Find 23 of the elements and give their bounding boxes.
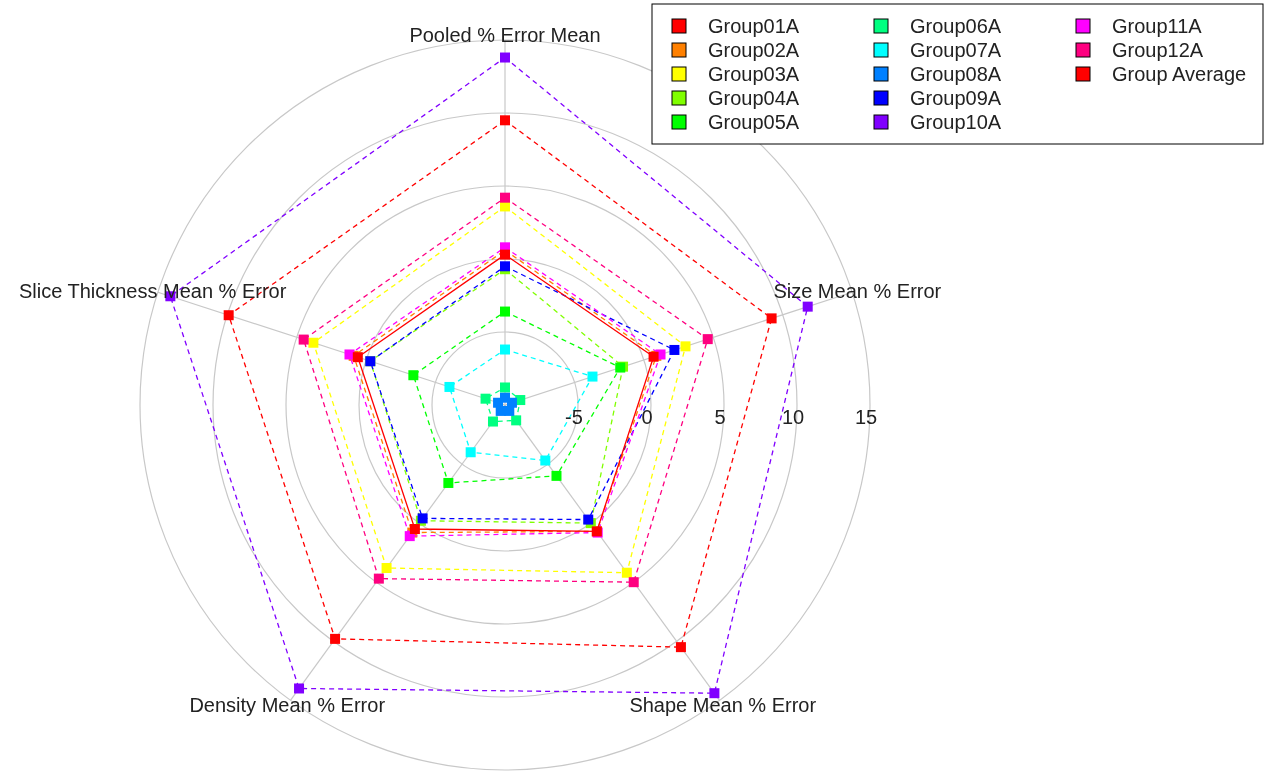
- y-tick-label: -5: [565, 406, 583, 428]
- y-tick-label: 10: [781, 406, 805, 428]
- legend-label: Group11A: [1112, 15, 1203, 37]
- legend-label: Group05A: [708, 111, 800, 133]
- legend-label: Group02A: [708, 39, 800, 61]
- spoke-label: Slice Thickness Mean % Error: [18, 279, 287, 302]
- legend-label: Group07A: [910, 39, 1002, 61]
- y-tick-label: 15: [854, 406, 878, 428]
- legend-label: Group09A: [910, 87, 1002, 109]
- spoke-label: Size Mean % Error: [773, 279, 942, 302]
- spoke-label: Density Mean % Error: [189, 693, 386, 716]
- y-tick-label: 0: [641, 406, 653, 428]
- legend-label: Group06A: [910, 15, 1002, 37]
- legend-label: Group10A: [910, 111, 1002, 133]
- spoke-label: Pooled % Error Mean: [409, 23, 601, 46]
- legend-label: Group01A: [708, 15, 800, 37]
- legend-label: Group Average: [1112, 63, 1247, 85]
- legend-label: Group12A: [1112, 39, 1204, 61]
- y-tick-label: 5: [714, 406, 726, 428]
- legend-label: Group08A: [910, 63, 1002, 85]
- legend-label: Group03A: [708, 63, 800, 85]
- spoke-label: Shape Mean % Error: [629, 693, 817, 716]
- legend-label: Group04A: [708, 87, 800, 109]
